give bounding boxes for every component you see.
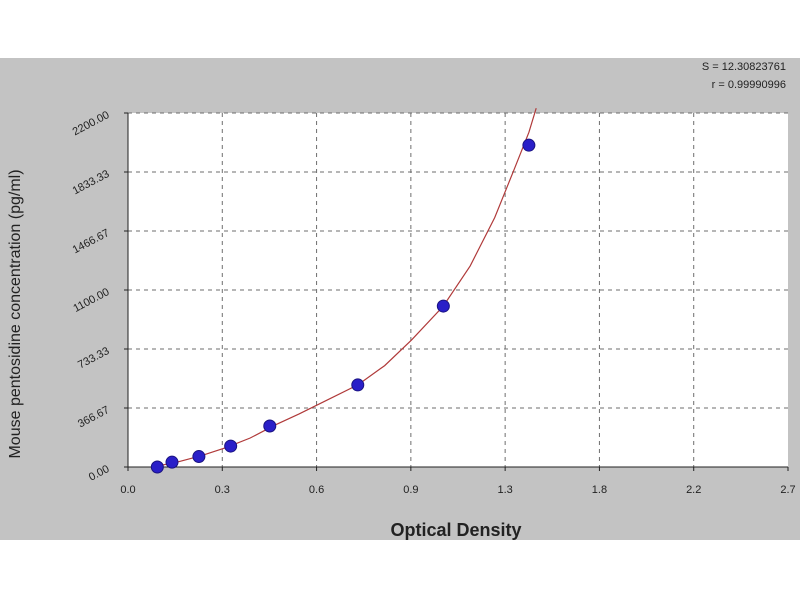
- data-point: [192, 450, 206, 464]
- y-axis-label: Mouse pentosidine concentration (pg/ml): [7, 169, 24, 458]
- y-tick-label: 2200.00: [71, 109, 112, 138]
- y-tick-label: 0.00: [87, 463, 112, 484]
- y-tick-labels: 0.00 366.67 733.33 1100.00 1466.67 1833.33 220…: [71, 109, 128, 484]
- x-tick-label: 2.2: [686, 484, 701, 496]
- x-tick-label: 2.7: [780, 484, 795, 496]
- grid-lines: [128, 112, 788, 467]
- data-point: [263, 419, 277, 433]
- fit-annotation-line-1: S = 12.30823761: [702, 61, 786, 73]
- data-point: [165, 455, 179, 469]
- x-tick-label: 0.6: [309, 484, 324, 496]
- y-tick-label: 733.33: [76, 345, 111, 371]
- data-point: [351, 378, 365, 392]
- data-point: [436, 299, 450, 313]
- fit-annotation-line-2: r = 0.99990996: [712, 79, 786, 91]
- x-axis-label: Optical Density: [390, 520, 521, 540]
- y-tick-label: 1466.67: [71, 227, 112, 256]
- data-point: [224, 439, 238, 453]
- data-point: [522, 138, 536, 152]
- x-tick-labels: 0.0 0.3 0.6 0.9 1.3 1.8 2.2 2.7: [120, 467, 796, 496]
- y-tick-label: 366.67: [76, 404, 111, 430]
- y-tick-label: 1100.00: [71, 286, 111, 315]
- y-tick-label: 1833.33: [71, 168, 112, 197]
- data-point: [150, 460, 164, 474]
- x-tick-label: 0.0: [120, 484, 135, 496]
- x-tick-label: 0.9: [403, 484, 418, 496]
- x-tick-label: 1.8: [592, 484, 607, 496]
- x-tick-label: 1.3: [497, 484, 512, 496]
- data-points: [150, 138, 536, 474]
- x-tick-label: 0.3: [215, 484, 230, 496]
